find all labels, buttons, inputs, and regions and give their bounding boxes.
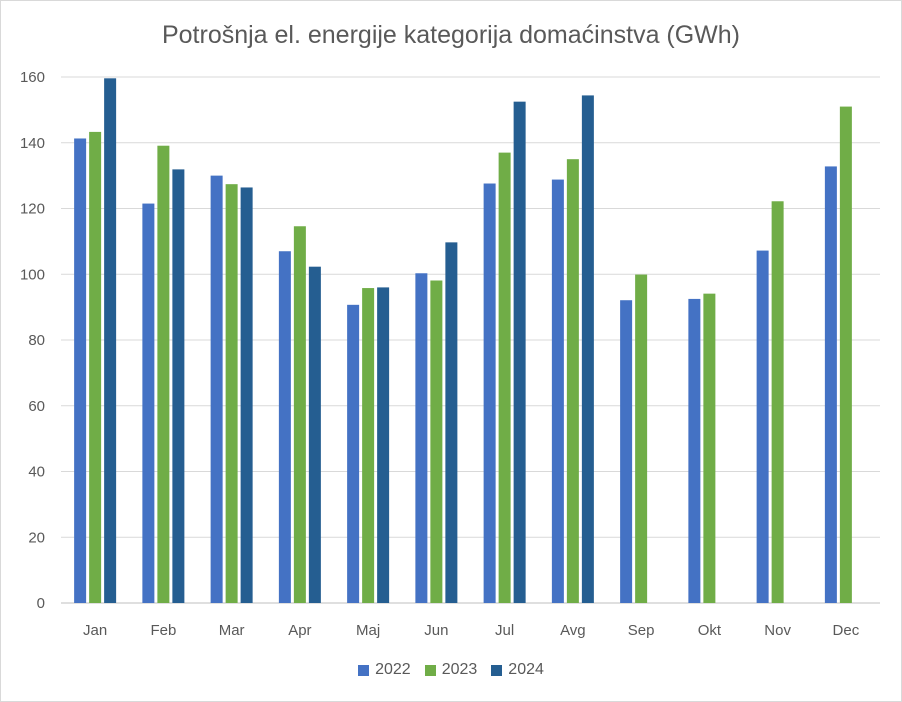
bar-2023-Jul	[498, 152, 511, 604]
y-tick-label: 20	[28, 529, 45, 546]
x-tick-label: Dec	[833, 622, 860, 639]
y-tick-label: 40	[28, 464, 45, 481]
bar-2024-Mar	[240, 187, 253, 603]
bar-2023-Okt	[703, 293, 716, 603]
bar-2024-Maj	[377, 287, 390, 603]
legend-swatch	[491, 664, 503, 676]
legend-item-2023: 2023	[424, 661, 478, 679]
y-tick-label: 80	[28, 332, 45, 349]
bar-2022-Maj	[347, 304, 360, 603]
bar-2024-Avg	[581, 95, 594, 603]
bar-2023-Mar	[225, 184, 238, 604]
axes: 0 20 40 60 80 100 120 140 160 Jan Feb Mar Apr Maj Jun J…	[20, 69, 860, 639]
bar-2022-Jul	[483, 183, 496, 603]
bar-2023-Dec	[839, 106, 852, 604]
y-tick-label: 120	[20, 201, 45, 218]
bar-2023-Nov	[771, 201, 784, 603]
y-tick-label: 140	[20, 135, 45, 152]
bar-2023-Apr	[293, 226, 306, 603]
bar-2023-Maj	[362, 288, 375, 603]
bar-2023-Sep	[635, 274, 648, 603]
x-tick-label: Jul	[495, 622, 514, 639]
bar-2023-Jan	[89, 131, 102, 603]
bar-2022-Dec	[824, 166, 837, 604]
x-tick-label: Nov	[764, 622, 791, 639]
y-tick-label: 160	[20, 69, 45, 86]
legend-item-2024: 2024	[491, 661, 544, 679]
bar-2022-Apr	[278, 251, 291, 604]
x-tick-label: Jun	[424, 622, 448, 639]
x-tick-label: Jan	[83, 622, 107, 639]
legend-swatch	[358, 664, 370, 676]
legend-item-2022: 2022	[358, 661, 411, 679]
legend-swatch	[424, 664, 436, 676]
bar-2023-Jun	[430, 280, 443, 603]
x-tick-label: Avg	[560, 622, 586, 639]
legend-label: 2022	[375, 661, 411, 678]
bar-2022-Avg	[551, 179, 564, 603]
x-tick-label: Okt	[698, 622, 722, 639]
bar-2022-Jan	[74, 138, 87, 603]
bar-2024-Jun	[445, 242, 458, 603]
x-tick-label: Maj	[356, 622, 380, 639]
bar-2022-Okt	[688, 298, 701, 603]
y-tick-label: 60	[28, 398, 45, 415]
bar-2024-Apr	[308, 266, 321, 603]
legend-label: 2023	[441, 661, 478, 678]
y-tick-label: 0	[37, 595, 45, 612]
bar-2022-Nov	[756, 250, 769, 603]
bar-2024-Jan	[104, 78, 117, 603]
bar-2023-Avg	[566, 159, 579, 603]
bar-2022-Jun	[415, 273, 428, 603]
bar-2024-Jul	[513, 101, 526, 603]
y-tick-label: 100	[20, 266, 45, 283]
x-tick-label: Feb	[150, 622, 176, 639]
chart-title: Potrošnja el. energije kategorija domaći…	[161, 21, 741, 49]
gridlines	[61, 76, 880, 604]
bar-2022-Mar	[210, 175, 223, 603]
x-tick-label: Apr	[288, 622, 311, 639]
x-tick-label: Mar	[219, 622, 245, 639]
bar-2024-Feb	[172, 169, 185, 603]
bar-2023-Feb	[157, 145, 170, 604]
bars	[74, 78, 852, 604]
x-tick-label: Sep	[628, 622, 655, 639]
bar-2022-Sep	[620, 300, 633, 603]
legend-label: 2024	[508, 661, 544, 678]
bar-2022-Feb	[142, 203, 155, 603]
legend: 2022 2023 2024	[1, 661, 901, 679]
